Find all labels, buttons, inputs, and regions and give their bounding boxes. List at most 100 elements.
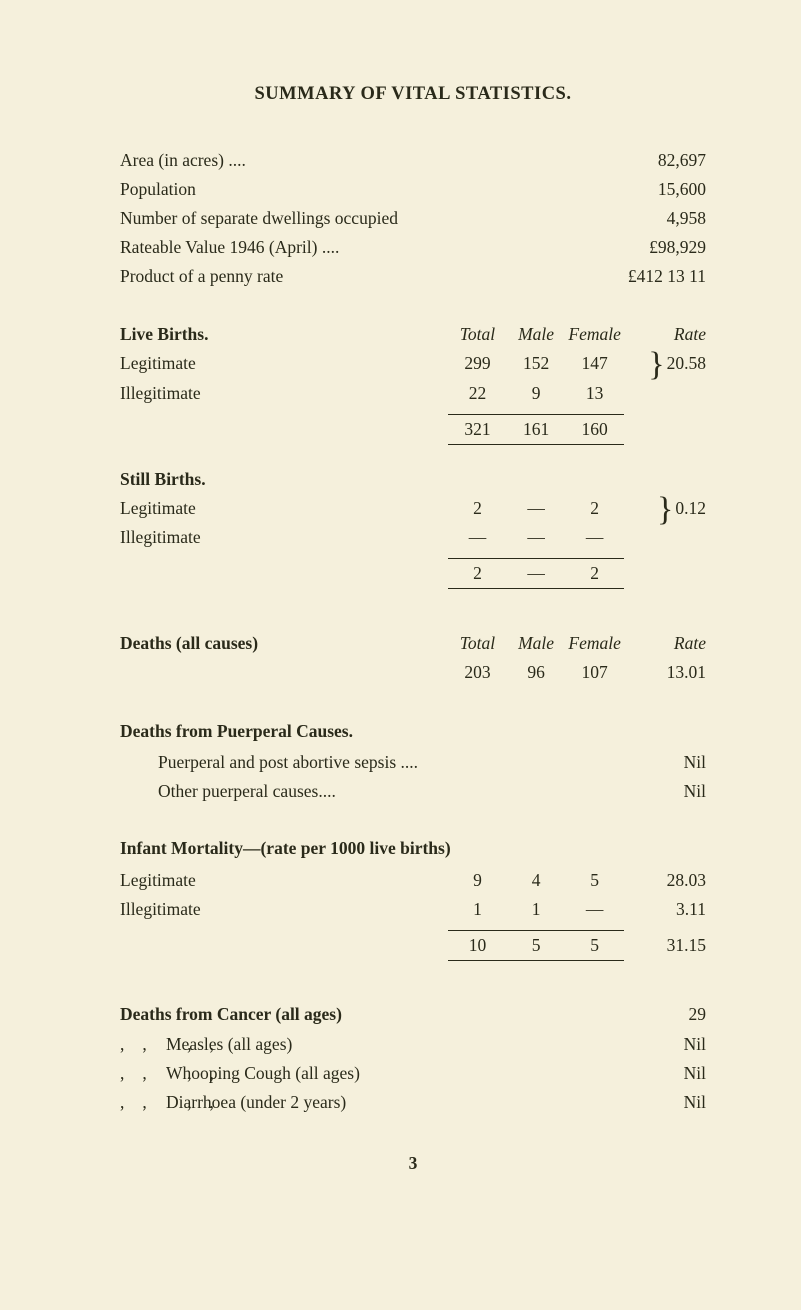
- cell: 1: [448, 895, 507, 924]
- row-label: Illegitimate: [120, 895, 448, 924]
- rate-cell: }0.12: [624, 494, 706, 552]
- col-head: Female: [565, 320, 624, 349]
- page-number: 3: [120, 1150, 706, 1177]
- section-head: Still Births.: [120, 465, 448, 494]
- cell: —: [507, 494, 566, 523]
- section-head: Infant Mortality—(rate per 1000 live bir…: [120, 835, 706, 862]
- stat-row: Rateable Value 1946 (April) .... £98,929: [120, 234, 706, 261]
- row-label: Illegitimate: [120, 379, 448, 408]
- deaths-from-block: Deaths from Cancer (all ages) 29 ,, ,,Me…: [120, 1001, 706, 1116]
- cell: 9: [507, 379, 566, 408]
- stat-row: Number of separate dwellings occupied 4,…: [120, 205, 706, 232]
- row-label: Illegitimate: [120, 523, 448, 552]
- row-label: Legitimate: [120, 866, 448, 895]
- col-head: Female: [565, 629, 624, 658]
- total-cell: 31.15: [624, 931, 706, 961]
- cell: 13.01: [624, 658, 706, 687]
- total-cell: 5: [507, 931, 566, 961]
- row-value: Nil: [684, 1060, 706, 1087]
- total-cell: 10: [448, 931, 507, 961]
- row-value: Nil: [684, 1089, 706, 1116]
- total-cell: 2: [565, 559, 624, 589]
- stat-label: Rateable Value 1946 (April) ....: [120, 234, 339, 261]
- total-cell: 161: [507, 414, 566, 444]
- stat-label: Population: [120, 176, 196, 203]
- section-head: Deaths from Puerperal Causes.: [120, 718, 706, 745]
- cell: 5: [565, 866, 624, 895]
- row-label: Puerperal and post abortive sepsis ....: [158, 749, 418, 776]
- row-label: Legitimate: [120, 494, 448, 523]
- total-cell: 5: [565, 931, 624, 961]
- cell: 152: [507, 349, 566, 378]
- row-label: ,, ,,Diarrhoea (under 2 years): [120, 1089, 346, 1116]
- ditto-mark: ,, ,,: [120, 1089, 166, 1116]
- rate-value: 0.12: [675, 498, 706, 518]
- page: SUMMARY OF VITAL STATISTICS. Area (in ac…: [0, 0, 801, 1310]
- stat-value: £412 13 11: [628, 263, 706, 290]
- cell: 147: [565, 349, 624, 378]
- infant-table: Legitimate 9 4 5 28.03 Illegitimate 1 1 …: [120, 866, 706, 961]
- cell: —: [565, 523, 624, 552]
- deaths-from-row: ,, ,,Whooping Cough (all ages) Nil: [120, 1060, 706, 1087]
- col-head: Rate: [624, 629, 706, 658]
- top-stats: Area (in acres) .... 82,697 Population 1…: [120, 147, 706, 291]
- cell: 13: [565, 379, 624, 408]
- total-cell: 321: [448, 414, 507, 444]
- still-births-table: Still Births. Legitimate 2 — 2 }0.12 Ill…: [120, 465, 706, 590]
- stat-value: 82,697: [658, 147, 706, 174]
- row-label: Other puerperal causes....: [158, 778, 336, 805]
- total-cell: 2: [448, 559, 507, 589]
- cell: —: [565, 895, 624, 924]
- row-value: 29: [689, 1001, 707, 1028]
- row-value: Nil: [684, 778, 706, 805]
- col-head: Male: [507, 320, 566, 349]
- cell: 107: [565, 658, 624, 687]
- section-head: Deaths (all causes): [120, 629, 448, 658]
- cell: 2: [448, 494, 507, 523]
- cell: 2: [565, 494, 624, 523]
- ditto-mark: ,, ,,: [120, 1060, 166, 1087]
- col-head: Male: [507, 629, 566, 658]
- cell: —: [507, 523, 566, 552]
- deaths-from-row: Deaths from Cancer (all ages) 29: [120, 1001, 706, 1028]
- cell: 1: [507, 895, 566, 924]
- cell: 9: [448, 866, 507, 895]
- total-cell: —: [507, 559, 566, 589]
- ditto-mark: ,, ,,: [120, 1031, 166, 1058]
- stat-value: £98,929: [649, 234, 706, 261]
- stat-value: 4,958: [667, 205, 706, 232]
- deaths-from-row: ,, ,,Measles (all ages) Nil: [120, 1031, 706, 1058]
- total-cell: 160: [565, 414, 624, 444]
- deaths-all-table: Deaths (all causes) Total Male Female Ra…: [120, 629, 706, 687]
- row-label: ,, ,,Whooping Cough (all ages): [120, 1060, 360, 1087]
- col-head: Total: [448, 320, 507, 349]
- section-head: Live Births.: [120, 320, 448, 349]
- rate-value: 20.58: [667, 353, 706, 373]
- row-label: Deaths from Cancer (all ages): [120, 1004, 342, 1024]
- col-head: Total: [448, 629, 507, 658]
- cell: 299: [448, 349, 507, 378]
- cell: 4: [507, 866, 566, 895]
- puerperal-row: Other puerperal causes.... Nil: [120, 778, 706, 805]
- col-head: Rate: [624, 320, 706, 349]
- stat-label: Number of separate dwellings occupied: [120, 205, 398, 232]
- cell: 28.03: [624, 866, 706, 895]
- row-label: ,, ,,Measles (all ages): [120, 1031, 292, 1058]
- rate-cell: }20.58: [624, 349, 706, 407]
- cell: 203: [448, 658, 507, 687]
- deaths-from-row: ,, ,,Diarrhoea (under 2 years) Nil: [120, 1089, 706, 1116]
- stat-row: Area (in acres) .... 82,697: [120, 147, 706, 174]
- page-title: SUMMARY OF VITAL STATISTICS.: [120, 80, 706, 109]
- cell: —: [448, 523, 507, 552]
- stat-row: Population 15,600: [120, 176, 706, 203]
- live-births-table: Live Births. Total Male Female Rate Legi…: [120, 320, 706, 445]
- stat-value: 15,600: [658, 176, 706, 203]
- row-label: Legitimate: [120, 349, 448, 378]
- cell: 3.11: [624, 895, 706, 924]
- stat-label: Area (in acres) ....: [120, 147, 246, 174]
- stat-row: Product of a penny rate £412 13 11: [120, 263, 706, 290]
- cell: 96: [507, 658, 566, 687]
- puerperal-row: Puerperal and post abortive sepsis .... …: [120, 749, 706, 776]
- row-value: Nil: [684, 1031, 706, 1058]
- row-value: Nil: [684, 749, 706, 776]
